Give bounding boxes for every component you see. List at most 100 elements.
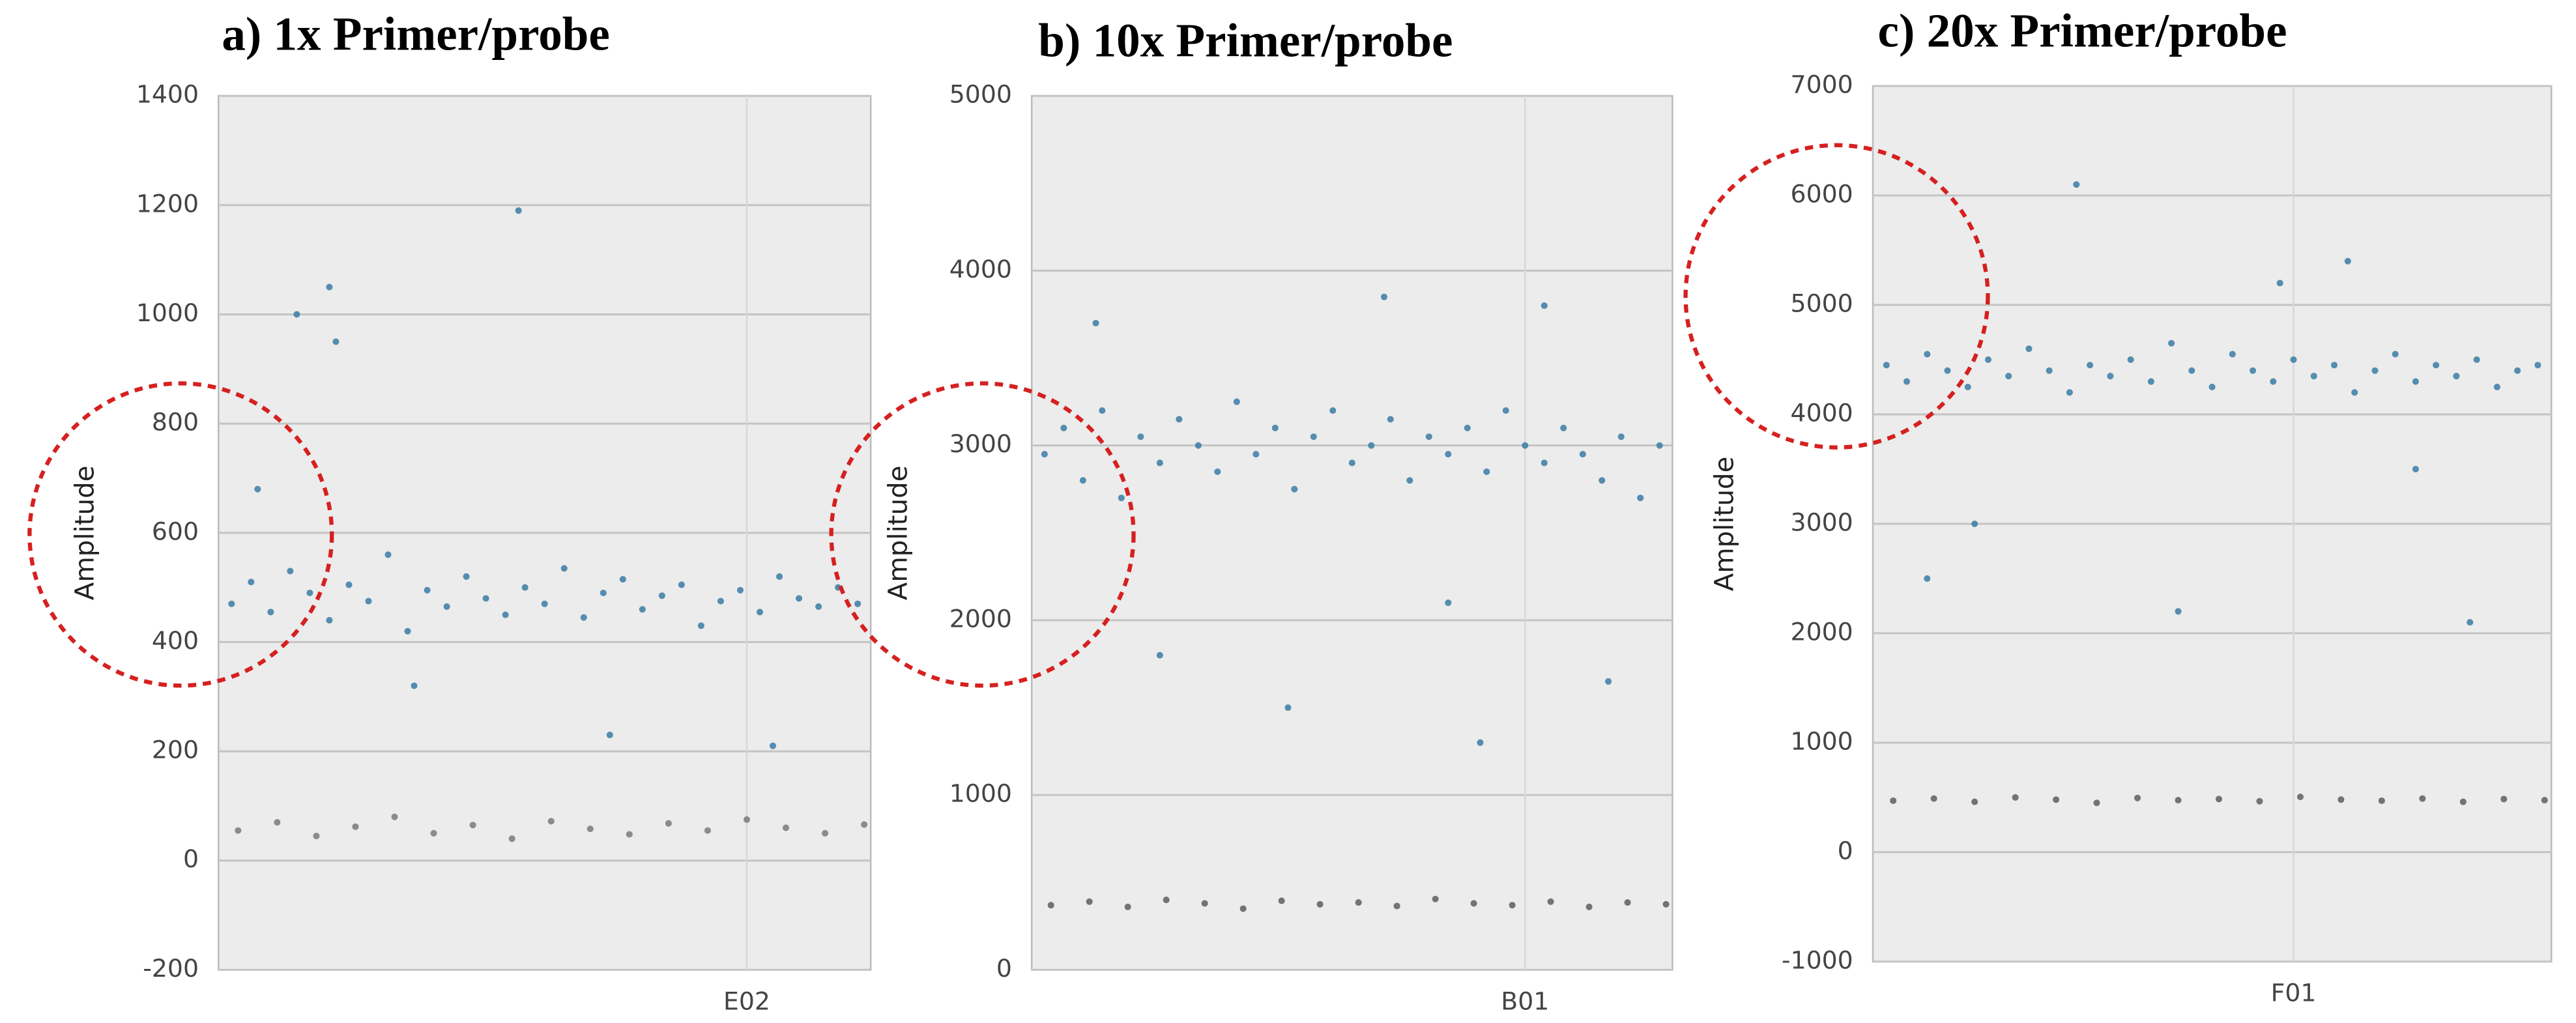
data-point — [1617, 433, 1625, 440]
data-point — [1509, 902, 1516, 909]
data-point — [1118, 495, 1125, 502]
data-point — [1176, 416, 1183, 423]
y-tick-label: 1000 — [1791, 727, 1853, 755]
data-point — [547, 818, 555, 825]
y-tick-label: 0 — [996, 954, 1012, 983]
y-tick-label: 800 — [152, 408, 199, 437]
data-point — [1252, 451, 1260, 458]
chart-title: c) 20x Primer/probe — [1878, 5, 2287, 57]
data-point — [1086, 898, 1093, 905]
data-point — [736, 586, 744, 594]
data-point — [1079, 477, 1086, 484]
data-point — [1930, 795, 1937, 802]
data-point — [2250, 367, 2257, 374]
data-point — [1393, 902, 1400, 910]
data-point — [2500, 796, 2508, 803]
data-point — [1477, 739, 1484, 746]
x-tick-label: F01 — [2271, 979, 2317, 1007]
data-point — [515, 207, 522, 214]
data-point — [2168, 339, 2175, 347]
data-point — [1060, 424, 1067, 431]
data-point — [228, 600, 235, 607]
data-point — [2310, 373, 2317, 380]
highlight-circle — [829, 381, 1136, 688]
y-axis-label: Amplitude — [70, 465, 100, 600]
data-point — [287, 568, 294, 575]
data-point — [2459, 798, 2467, 805]
y-tick-label: 1200 — [136, 189, 199, 218]
data-point — [521, 584, 528, 591]
data-point — [1541, 302, 1548, 310]
data-point — [1971, 520, 1978, 527]
data-point — [2053, 796, 2060, 803]
data-point — [2087, 362, 2094, 369]
x-tick-label: B01 — [1501, 987, 1549, 1015]
data-point — [783, 824, 790, 831]
data-point — [1047, 902, 1054, 909]
data-point — [2276, 280, 2283, 287]
data-point — [1137, 433, 1144, 440]
data-point — [2337, 796, 2345, 803]
data-point — [1662, 901, 1670, 908]
data-point — [508, 835, 515, 843]
data-point — [502, 611, 509, 618]
data-point — [267, 609, 274, 616]
data-point — [861, 821, 868, 828]
data-point — [1425, 433, 1432, 440]
data-point — [1971, 798, 1978, 805]
data-point — [2541, 796, 2548, 804]
data-point — [384, 551, 392, 558]
data-point — [678, 581, 685, 588]
data-point — [1156, 652, 1163, 659]
y-tick-label: 6000 — [1791, 180, 1853, 209]
data-point — [1201, 900, 1208, 907]
data-point — [1099, 407, 1106, 414]
data-point — [248, 579, 255, 586]
data-point — [1316, 901, 1324, 908]
data-point — [1656, 442, 1663, 449]
data-point — [2534, 362, 2541, 369]
data-point — [254, 485, 261, 493]
data-point — [1310, 433, 1317, 440]
data-point — [580, 614, 587, 621]
data-point — [606, 731, 613, 738]
data-point — [1041, 451, 1048, 458]
x-tick-label: E02 — [723, 987, 770, 1015]
data-point — [1387, 416, 1394, 423]
data-point — [1903, 378, 1911, 385]
data-point — [704, 827, 711, 834]
data-point — [1406, 477, 1413, 484]
data-point — [639, 606, 646, 613]
data-point — [626, 831, 633, 838]
data-point — [560, 565, 568, 572]
data-point — [756, 609, 764, 616]
data-point — [2296, 793, 2304, 801]
data-point — [1599, 477, 1606, 484]
y-tick-label: 600 — [152, 517, 199, 545]
data-point — [2493, 383, 2500, 390]
data-point — [769, 742, 777, 749]
data-point — [1271, 424, 1279, 431]
data-point — [463, 573, 470, 580]
y-tick-label: 5000 — [1791, 289, 1853, 317]
data-point — [469, 822, 476, 829]
data-point — [658, 592, 665, 599]
highlight-circle — [27, 381, 334, 688]
data-point — [1432, 895, 1439, 902]
data-point — [2188, 367, 2195, 374]
data-point — [1890, 797, 1897, 804]
data-point — [1522, 442, 1529, 449]
data-point — [2025, 345, 2033, 353]
panels: a) 1x Primer/probe Amplitude -200 0 200 400 60… — [70, 5, 2553, 1015]
data-point — [365, 598, 372, 605]
data-point — [600, 589, 607, 597]
y-tick-label: 3000 — [949, 429, 1012, 458]
data-point — [2127, 356, 2134, 364]
chart-title: a) 1x Primer/probe — [222, 8, 610, 61]
data-point — [2351, 389, 2358, 396]
data-point — [2467, 619, 2474, 626]
data-point — [1233, 398, 1240, 405]
data-point — [743, 816, 751, 823]
data-point — [822, 829, 829, 837]
data-point — [1502, 407, 1509, 414]
